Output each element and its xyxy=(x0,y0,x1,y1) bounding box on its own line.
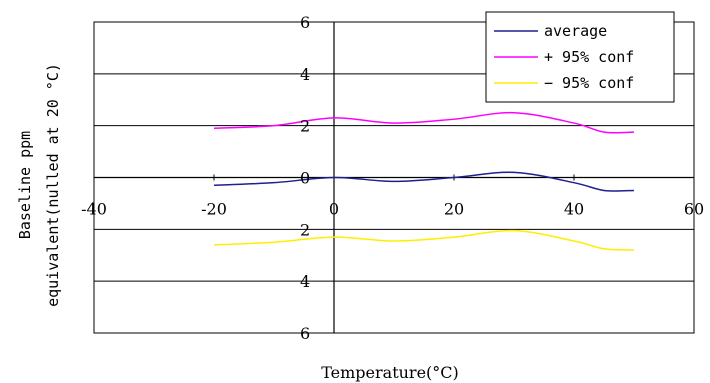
legend-label-0: average xyxy=(544,22,607,40)
y-tick-label-1: 4 xyxy=(300,65,310,84)
x-tick-label-3: 20 xyxy=(444,200,464,219)
y-tick-label-4: 2 xyxy=(300,220,310,239)
y-tick-label-5: 4 xyxy=(300,272,310,291)
x-tick-label-2: 0 xyxy=(329,200,339,219)
x-axis-label: Temperature(°C) xyxy=(321,363,459,382)
legend-label-2: − 95% conf xyxy=(544,74,634,92)
series-line-2 xyxy=(213,229,635,251)
legend: average + 95% conf − 95% conf xyxy=(485,11,675,103)
x-tick-label-1: -20 xyxy=(201,200,227,219)
y-tick-label-2: 2 xyxy=(300,117,310,136)
y-tick-label-0: 6 xyxy=(300,13,310,32)
y-axis-label-line1: Baseline ppm xyxy=(16,131,34,239)
x-tick-label-0: -40 xyxy=(81,200,107,219)
series-layer xyxy=(213,111,635,251)
x-tick-label-5: 60 xyxy=(684,200,704,219)
y-tick-label-3: 0 xyxy=(300,169,310,188)
series-line-1 xyxy=(213,111,635,134)
y-axis-label-line2: equivalent(nulled at 20 °C) xyxy=(44,63,62,307)
series-line-0 xyxy=(213,171,635,192)
y-tick-label-6: 6 xyxy=(300,324,310,343)
legend-label-1: + 95% conf xyxy=(544,48,634,66)
x-tick-label-4: 40 xyxy=(564,200,584,219)
